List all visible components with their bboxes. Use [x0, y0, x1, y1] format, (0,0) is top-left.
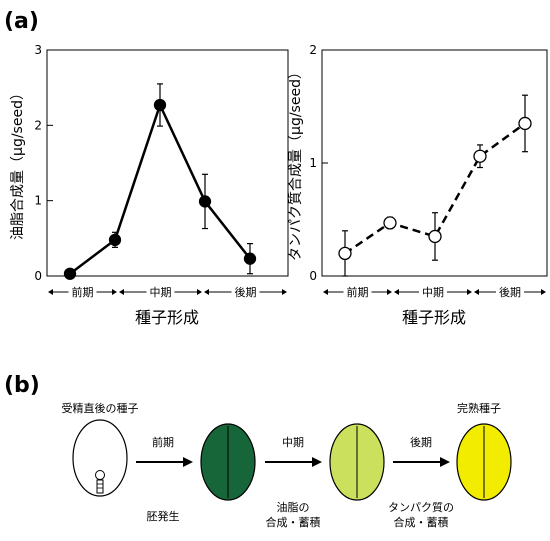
protein-synthesis-chart: タンパク質合成量（µg/seed） 0 1 2 前期 中期 後期 種子形成 — [288, 43, 548, 327]
panel-a-label: (a) — [4, 9, 39, 34]
chart2-y-ticks: 0 1 2 — [309, 43, 328, 283]
seed-fertilized — [72, 419, 128, 497]
chart1-y-tick-label: 3 — [34, 43, 42, 57]
chart1-phase-label: 前期 — [72, 285, 94, 299]
chart1-series — [63, 83, 257, 280]
chart2-phase-arrow-right — [467, 289, 472, 295]
seed-middle — [329, 423, 385, 501]
arrow3-stage-label: 後期 — [410, 435, 432, 449]
seed-mature — [456, 423, 512, 501]
chart1-y-tick-label: 2 — [34, 118, 42, 132]
chart2-phase-arrow-left — [323, 289, 328, 295]
chart1-phase-arrow-right — [282, 289, 287, 295]
chart1-data-point — [63, 267, 77, 280]
chart2-phase-label: 前期 — [347, 285, 369, 299]
chart1-phase-axis: 前期 中期 後期 — [48, 285, 287, 299]
chart2-y-tick-label: 0 — [309, 269, 317, 283]
chart1-y-ticks: 0 1 2 3 — [34, 43, 53, 283]
chart1-phase-arrow-right — [197, 289, 202, 295]
chart2-data-point — [428, 229, 442, 244]
chart1-y-tick-label: 1 — [34, 194, 42, 208]
arrow2-stage-label: 中期 — [282, 436, 304, 449]
chart2-data-point — [383, 216, 397, 230]
arrow3-process-label-2: 合成・蓄積 — [394, 515, 449, 529]
arrow3-head — [440, 457, 450, 467]
seed-early — [200, 423, 256, 501]
chart2-data-point — [518, 116, 532, 131]
chart1-phase-arrow-left — [119, 289, 124, 295]
chart2-phase-arrow-right — [541, 289, 546, 295]
oil-synthesis-chart: 油脂合成量（µg/seed） 0 1 2 3 前期 中期 後期 種子形成 — [10, 43, 289, 327]
arrow1-head — [183, 457, 193, 467]
chart2-phase-arrow-right — [387, 289, 392, 295]
chart1-phase-arrow-left — [204, 289, 209, 295]
chart2-y-tick-label: 1 — [309, 156, 317, 170]
chart2-phase-label: 後期 — [499, 285, 521, 299]
chart1-frame — [46, 49, 289, 277]
chart2-phase-arrow-left — [474, 289, 479, 295]
arrow2-process-label-1: 油脂の — [277, 500, 310, 514]
mature-seed-label: 完熟種子 — [457, 401, 501, 415]
chart2-phase-axis: 前期 中期 後期 — [323, 285, 546, 299]
chart1-data-point — [153, 98, 167, 112]
chart2-x-axis-label: 種子形成 — [402, 308, 466, 327]
arrow2-head — [312, 457, 322, 467]
chart1-x-axis-label: 種子形成 — [135, 308, 199, 327]
chart2-y-tick-label: 2 — [309, 43, 317, 57]
chart2-data-point — [473, 149, 487, 163]
chart2-y-axis-label: タンパク質合成量（µg/seed） — [288, 65, 304, 261]
chart1-series-line — [69, 101, 251, 275]
chart2-data-point — [338, 246, 352, 261]
panel-b-label: (b) — [4, 373, 40, 398]
chart2-phase-arrow-left — [394, 289, 399, 295]
embryo-suspensor — [96, 479, 104, 494]
chart1-phase-label: 後期 — [235, 285, 257, 299]
chart1-y-tick-label: 0 — [34, 269, 42, 283]
chart1-data-point — [108, 233, 122, 246]
chart1-data-point — [243, 252, 257, 265]
chart1-y-axis-label: 油脂合成量（µg/seed） — [10, 86, 26, 240]
arrow3-process-label-1: タンパク質の — [388, 500, 454, 514]
chart1-phase-label: 中期 — [150, 286, 172, 299]
chart1-phase-arrow-right — [112, 289, 117, 295]
start-seed-label: 受精直後の種子 — [62, 401, 139, 415]
arrow2-process-label-2: 合成・蓄積 — [266, 515, 321, 529]
chart2-series — [338, 94, 532, 277]
chart2-series-line — [344, 122, 526, 255]
chart2-phase-label: 中期 — [422, 286, 444, 299]
chart1-phase-arrow-left — [48, 289, 53, 295]
embryo-head — [95, 470, 105, 480]
arrow1-stage-label: 前期 — [152, 435, 174, 449]
arrow1-process-label: 胚発生 — [147, 509, 180, 523]
seed-fertilized-outline — [72, 419, 128, 497]
chart1-data-point — [198, 195, 212, 208]
seed-development-diagram: 受精直後の種子 完熟種子 前期 胚発生 中期 油脂の 合成・蓄積 — [62, 401, 512, 529]
